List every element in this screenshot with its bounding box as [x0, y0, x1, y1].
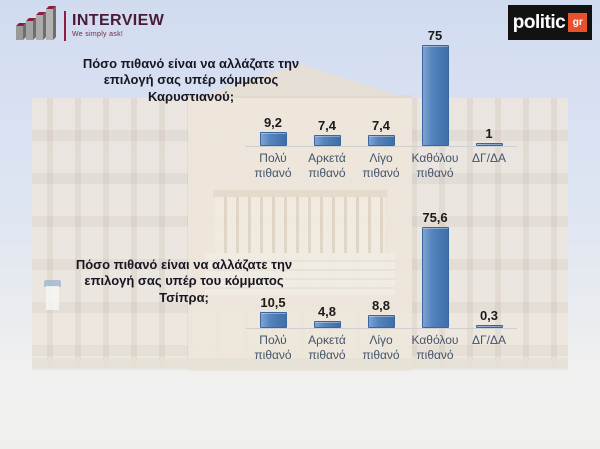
bar-column: 7,4 Αρκετά πιθανό — [300, 28, 354, 181]
bar-value-label: 75,6 — [422, 210, 448, 225]
bar — [259, 132, 287, 146]
category-label: Πολύ πιθανό — [254, 151, 292, 180]
bar-chart-3d-icon — [14, 5, 58, 46]
bar — [259, 312, 287, 328]
bar-value-label: 4,8 — [317, 304, 337, 319]
bar-value-label: 8,8 — [371, 298, 391, 313]
guard-kiosk-roof — [44, 280, 61, 287]
interview-tagline: We simply ask! — [72, 31, 124, 38]
bar — [367, 315, 395, 328]
bar-column: 10,5 Πολύ πιθανό — [246, 210, 300, 363]
politic-brand-text: politic — [512, 12, 566, 33]
bar — [421, 45, 449, 146]
parliament-entablature — [213, 190, 387, 197]
bar — [313, 135, 341, 146]
guard-kiosk — [46, 286, 59, 310]
bar — [475, 325, 503, 328]
chart2-axis-line — [246, 328, 517, 329]
bar-value-label: 7,4 — [317, 118, 337, 133]
bar-value-label: 0,3 — [479, 308, 499, 323]
chart2-question: Πόσο πιθανό είναι να αλλάζατε την επιλογ… — [75, 257, 293, 305]
category-label: ΔΓ/ΔΑ — [472, 333, 506, 347]
category-label: ΔΓ/ΔΑ — [472, 151, 506, 165]
category-label: Λίγο πιθανό — [362, 151, 400, 180]
bar-column: 75,6 Καθόλου πιθανό — [408, 210, 462, 363]
bar-column: 7,4 Λίγο πιθανό — [354, 28, 408, 181]
chart1-question: Πόσο πιθανό είναι να αλλάζατε την επιλογ… — [82, 56, 300, 104]
bar-column: 1 ΔΓ/ΔΑ — [462, 28, 516, 181]
chart1-plot: 9,2 Πολύ πιθανό 7,4 Αρκετά πιθανό 7,4 Λίγο πι… — [246, 28, 517, 181]
bar-column: 9,2 Πολύ πιθανό — [246, 28, 300, 181]
category-label: Λίγο πιθανό — [362, 333, 400, 362]
category-label: Καθόλου πιθανό — [411, 333, 459, 362]
chart1-axis-line — [246, 146, 517, 147]
politic-gr-badge: gr — [568, 13, 588, 32]
bar — [367, 135, 395, 146]
category-label: Καθόλου πιθανό — [411, 151, 459, 180]
category-label: Αρκετά πιθανό — [308, 333, 346, 362]
bar-column: 8,8 Λίγο πιθανό — [354, 210, 408, 363]
bar-value-label: 75 — [427, 28, 443, 43]
bar — [421, 227, 449, 328]
bar — [475, 143, 503, 146]
bar-column: 4,8 Αρκετά πιθανό — [300, 210, 354, 363]
chart2-plot: 10,5 Πολύ πιθανό 4,8 Αρκετά πιθανό 8,8 Λίγο π… — [246, 210, 517, 363]
bar-value-label: 9,2 — [263, 115, 283, 130]
bar-column: 75 Καθόλου πιθανό — [408, 28, 462, 181]
interview-brand-text: INTERVIEW — [72, 12, 165, 29]
interview-logo: INTERVIEW We simply ask! — [14, 5, 164, 46]
category-label: Πολύ πιθανό — [254, 333, 292, 362]
bar-column: 0,3 ΔΓ/ΔΑ — [462, 210, 516, 363]
bar-value-label: 1 — [485, 126, 493, 141]
politic-logo: politic gr — [508, 5, 592, 40]
bar-value-label: 7,4 — [371, 118, 391, 133]
bar-value-label: 10,5 — [260, 295, 286, 310]
category-label: Αρκετά πιθανό — [308, 151, 346, 180]
logo-divider — [64, 10, 66, 41]
bar — [313, 321, 341, 328]
